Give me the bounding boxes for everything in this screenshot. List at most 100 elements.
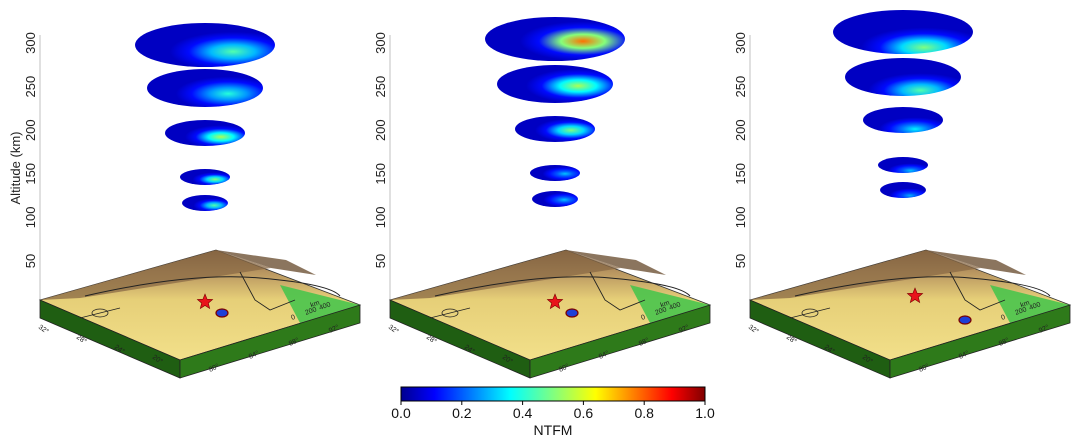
bay-region bbox=[280, 285, 360, 323]
longitude-tick-label: 84° bbox=[247, 349, 260, 361]
colorbar-tick-label: 0.4 bbox=[513, 405, 533, 421]
longitude-tick-label: 88° bbox=[637, 336, 650, 348]
scale-tick-label: 0 bbox=[640, 314, 646, 322]
plateau-band bbox=[926, 250, 1026, 275]
colorbar-bar bbox=[400, 386, 706, 402]
longitude-tick-label: 88° bbox=[997, 336, 1010, 348]
longitude-tick-label: 92° bbox=[677, 323, 690, 335]
ionosphere-layer-200km bbox=[863, 107, 943, 133]
scale-bar: km 0 200 400 bbox=[290, 299, 331, 321]
himalaya-band bbox=[40, 250, 271, 300]
scale-tick-label: 200 bbox=[654, 306, 667, 317]
scale-tick-label: 0 bbox=[1000, 314, 1006, 322]
scale-unit-label: km bbox=[309, 299, 320, 309]
map-front-right-face bbox=[529, 304, 711, 379]
ionosphere-layer-300km bbox=[135, 23, 275, 67]
scale-unit-label: km bbox=[659, 299, 670, 309]
border-line bbox=[589, 271, 646, 311]
longitude-tick-label: 84° bbox=[957, 349, 970, 361]
scale-tick-label: 0 bbox=[290, 314, 296, 322]
ionosphere-layer-125km bbox=[182, 195, 228, 211]
scale-tick-label: 400 bbox=[318, 301, 331, 312]
border-line bbox=[949, 271, 1006, 311]
altitude-tick-label: 50 bbox=[373, 254, 388, 268]
bay-region bbox=[630, 285, 710, 323]
latitude-tick-label: 32° bbox=[387, 323, 400, 336]
longitude-tick-label: 88° bbox=[287, 336, 300, 348]
latitude-tick-label: 32° bbox=[747, 323, 760, 336]
compass-icon-line bbox=[429, 307, 471, 319]
scale-unit-label: km bbox=[1019, 299, 1030, 309]
scale-tick-label: 200 bbox=[1014, 306, 1027, 317]
ionosphere-layer-250km bbox=[147, 69, 263, 107]
colorbar-tick-label: 0.0 bbox=[391, 405, 411, 421]
longitude-tick-label: 80° bbox=[207, 362, 220, 374]
ionosphere-layer-250km bbox=[845, 58, 961, 96]
bay-region bbox=[990, 285, 1070, 323]
scale-bar: km 0 200 400 bbox=[640, 299, 681, 321]
latitude-tick-label: 32° bbox=[37, 323, 50, 336]
compass-icon-line bbox=[789, 307, 831, 319]
ionosphere-layer-200km bbox=[515, 116, 595, 142]
ionosphere-layer-125km bbox=[880, 182, 926, 198]
altitude-tick-label: 300 bbox=[733, 32, 748, 54]
ionosphere-layer-250km bbox=[497, 65, 613, 103]
scale-tick-label: 400 bbox=[1028, 301, 1041, 312]
altitude-tick-label: 200 bbox=[23, 119, 38, 141]
map-front-right-face bbox=[889, 304, 1071, 379]
altitude-tick-label: 250 bbox=[373, 76, 388, 98]
longitude-tick-label: 92° bbox=[1037, 323, 1050, 335]
altitude-tick-label: 200 bbox=[733, 119, 748, 141]
compass-icon bbox=[91, 308, 109, 318]
ionosphere-layer-300km bbox=[485, 17, 625, 61]
plateau-band bbox=[216, 250, 316, 275]
compass-icon bbox=[441, 308, 459, 318]
altitude-tick-label: 50 bbox=[23, 254, 38, 268]
ionosphere-layer-200km bbox=[165, 120, 245, 146]
altitude-tick-label: 100 bbox=[373, 207, 388, 229]
receiver-station bbox=[565, 308, 579, 318]
ionosphere-layer-150km bbox=[530, 165, 580, 181]
border-line bbox=[794, 276, 1051, 297]
border-line bbox=[434, 276, 691, 297]
epicenter-star bbox=[546, 293, 564, 310]
receiver-station bbox=[958, 315, 972, 325]
scale-tick-label: 400 bbox=[668, 301, 681, 312]
colorbar-label: NTFM bbox=[534, 422, 573, 438]
ionosphere-layer-150km bbox=[180, 169, 230, 185]
longitude-tick-label: 80° bbox=[557, 362, 570, 374]
altitude-axis: 50 100 150 200 250 300 Altitude (km) bbox=[8, 32, 41, 300]
altitude-axis: 50 100 150 200 250 300 bbox=[373, 32, 391, 300]
colorbar-tick-label: 1.0 bbox=[695, 405, 715, 421]
himalaya-band bbox=[390, 250, 621, 300]
compass-icon-line bbox=[79, 307, 121, 319]
altitude-axis: 50 100 150 200 250 300 bbox=[733, 32, 751, 300]
map-front-right-face bbox=[179, 304, 361, 379]
colorbar-tick-label: 0.2 bbox=[452, 405, 472, 421]
altitude-tick-label: 200 bbox=[373, 119, 388, 141]
himalaya-band bbox=[750, 250, 981, 300]
altitude-tick-label: 100 bbox=[23, 207, 38, 229]
longitude-tick-label: 84° bbox=[597, 349, 610, 361]
altitude-axis-label: Altitude (km) bbox=[8, 132, 23, 205]
altitude-tick-label: 250 bbox=[733, 76, 748, 98]
altitude-tick-label: 150 bbox=[733, 163, 748, 185]
epicenter-star bbox=[196, 293, 214, 310]
ionosphere-layer-150km bbox=[878, 157, 928, 173]
compass-icon bbox=[801, 308, 819, 318]
receiver-station bbox=[215, 308, 229, 318]
scale-tick-label: 200 bbox=[304, 306, 317, 317]
colorbar-tick-label: 0.8 bbox=[634, 405, 654, 421]
altitude-tick-label: 300 bbox=[23, 32, 38, 54]
epicenter-star bbox=[906, 287, 924, 304]
ionosphere-layer-300km bbox=[833, 10, 973, 54]
altitude-tick-label: 100 bbox=[733, 207, 748, 229]
plateau-band bbox=[566, 250, 666, 275]
border-line bbox=[239, 271, 296, 311]
